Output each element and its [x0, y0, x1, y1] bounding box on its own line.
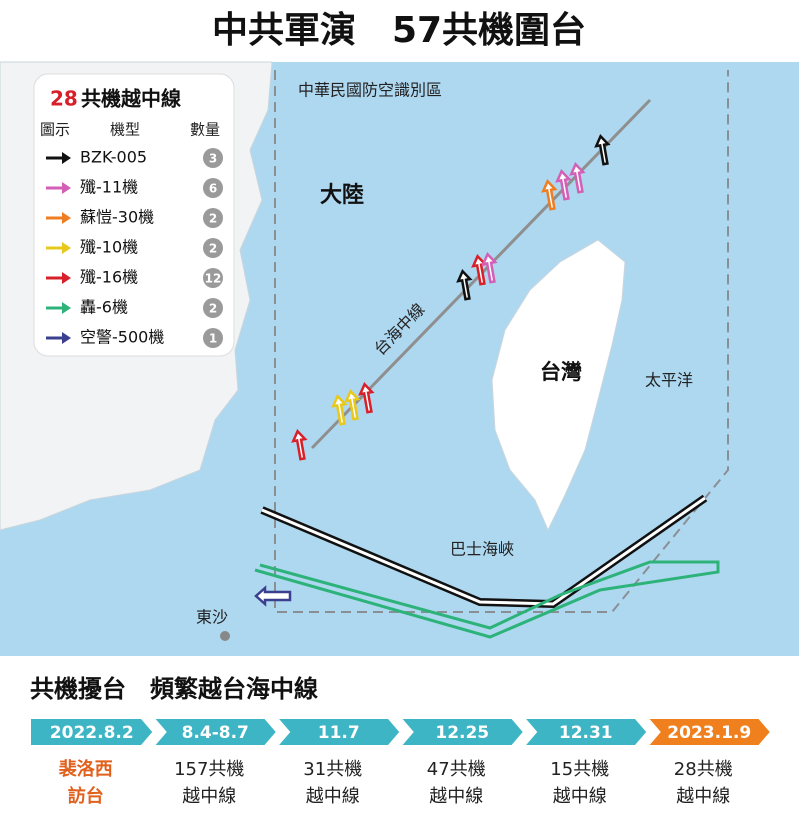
timeline-date: 11.7	[318, 723, 360, 743]
timeline-desc: 157共機	[174, 759, 244, 780]
legend-header: 數量	[190, 121, 220, 139]
legend-name: 殲-11機	[80, 178, 138, 197]
legend-count: 2	[209, 242, 217, 256]
timeline-date: 12.31	[559, 723, 613, 743]
legend-name: 殲-10機	[80, 238, 138, 257]
legend-name: 轟-6機	[80, 298, 128, 317]
legend-arrow-head	[62, 182, 71, 194]
legend-arrow-head	[62, 212, 71, 224]
timeline-chevron	[645, 717, 773, 747]
legend-count-badge	[203, 298, 223, 318]
bashi-label: 巴士海峽	[450, 540, 514, 559]
legend-arrow-head	[62, 272, 71, 284]
kj500-path	[254, 585, 292, 607]
timeline-chevron	[274, 717, 402, 747]
bzk-path-inner	[261, 496, 706, 606]
legend-header: 機型	[110, 121, 140, 139]
timeline-chevron	[151, 717, 279, 747]
timeline-date: 2023.1.9	[667, 723, 751, 743]
legend-count: 6	[209, 182, 217, 196]
h6-path	[254, 560, 720, 639]
timeline-desc: 15共機	[550, 759, 609, 780]
legend-count: 2	[209, 302, 217, 316]
timeline-date: 8.4-8.7	[182, 723, 249, 743]
legend-count-badge	[203, 178, 223, 198]
timeline-chevron	[521, 717, 649, 747]
dongsha-dot	[220, 631, 230, 641]
legend-name: 殲-16機	[80, 268, 138, 287]
legend-box	[33, 73, 235, 357]
timeline-desc: 訪台	[68, 785, 104, 807]
legend-count-badge	[203, 328, 223, 348]
title: 中共軍演 57共機圍台	[212, 10, 586, 51]
aircraft-markers	[291, 133, 611, 461]
timeline-desc: 裴洛西	[58, 758, 113, 780]
legend-count: 2	[209, 212, 217, 226]
timeline-date: 2022.8.2	[50, 723, 134, 743]
legend-count: 28	[50, 87, 78, 111]
legend-count-badge	[203, 148, 223, 168]
legend-count-badge	[203, 268, 223, 288]
timeline-desc: 越中線	[553, 786, 607, 807]
timeline-desc: 28共機	[674, 759, 733, 780]
legend-header: 圖示	[40, 121, 70, 139]
legend-arrow-head	[62, 152, 71, 164]
timeline-desc: 越中線	[676, 786, 730, 807]
legend-count-badge	[203, 238, 223, 258]
legend-arrow-head	[62, 302, 71, 314]
taiwan-island	[491, 239, 626, 532]
legend-arrow-head	[62, 332, 71, 344]
timeline-desc: 47共機	[427, 759, 486, 780]
legend-count: 3	[209, 152, 217, 166]
taiwan-label: 台灣	[540, 360, 582, 384]
timeline-desc: 越中線	[182, 786, 236, 807]
timeline-chevron	[29, 717, 155, 747]
legend-name: BZK-005	[80, 148, 147, 167]
legend-count-badge	[203, 208, 223, 228]
timeline-desc: 越中線	[306, 786, 360, 807]
timeline-chevron	[398, 717, 526, 747]
timeline-title: 共機擾台 頻繁越台海中線	[30, 675, 318, 703]
legend-name: 空警-500機	[80, 328, 164, 347]
legend-title: 共機越中線	[81, 87, 181, 111]
mainland-label: 大陸	[320, 182, 364, 208]
timeline-desc: 31共機	[303, 759, 362, 780]
legend-count: 12	[205, 272, 222, 286]
timeline-date: 12.25	[435, 723, 489, 743]
adiz-label: 中華民國防空識別區	[298, 81, 442, 100]
legend-count: 1	[209, 332, 217, 346]
legend-name: 蘇愷-30機	[80, 208, 154, 227]
timeline-desc: 越中線	[429, 786, 483, 807]
adiz-boundary	[274, 70, 729, 613]
pacific-label: 太平洋	[645, 371, 693, 390]
dongsha-label: 東沙	[196, 608, 228, 627]
legend-arrow-head	[62, 242, 71, 254]
